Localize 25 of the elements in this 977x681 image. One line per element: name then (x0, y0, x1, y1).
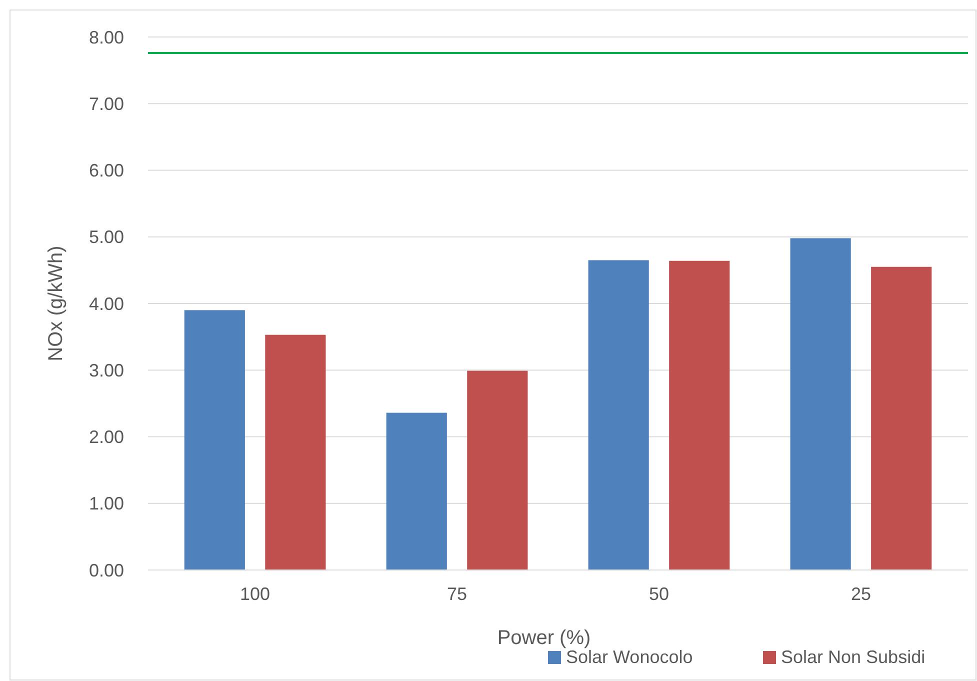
y-tick-label: 1.00 (88, 494, 124, 514)
legend-label: Solar Wonocolo (566, 647, 693, 667)
y-tick-label: 0.00 (88, 560, 124, 580)
bar (790, 238, 851, 570)
bar (588, 260, 649, 570)
x-tick-label: 25 (850, 584, 871, 604)
y-tick-label: 7.00 (88, 94, 124, 114)
y-tick-label: 8.00 (88, 27, 124, 48)
bar (184, 310, 245, 570)
y-axis-title: NOx (g/kWh) (45, 246, 67, 362)
x-axis-title: Power (%) (497, 627, 591, 649)
x-tick-label: 100 (240, 584, 270, 604)
y-tick-label: 6.00 (88, 160, 124, 181)
bar (467, 370, 528, 570)
bar (871, 266, 932, 570)
x-tick-label: 75 (447, 584, 468, 604)
y-tick-label: 2.00 (88, 427, 124, 448)
y-tick-label: 5.00 (88, 227, 124, 248)
y-tick-label: 3.00 (88, 360, 124, 380)
bar (669, 260, 730, 570)
bar (386, 412, 447, 570)
y-tick-label: 4.00 (88, 294, 124, 314)
bar (265, 334, 326, 570)
x-tick-label: 50 (648, 584, 669, 604)
legend-label: Solar Non Subsidi (781, 647, 926, 667)
